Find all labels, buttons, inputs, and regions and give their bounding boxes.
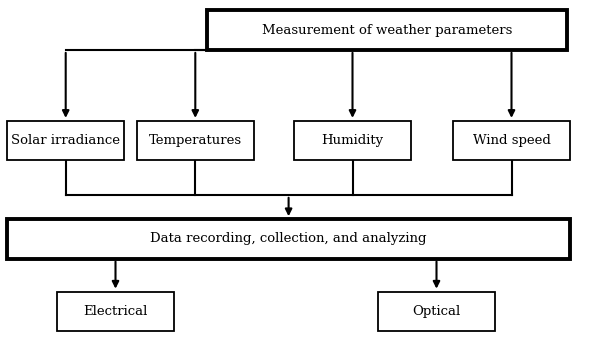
FancyBboxPatch shape — [207, 10, 567, 50]
Text: Humidity: Humidity — [322, 134, 383, 147]
FancyBboxPatch shape — [7, 121, 124, 160]
Text: Measurement of weather parameters: Measurement of weather parameters — [262, 24, 512, 37]
Text: Solar irradiance: Solar irradiance — [11, 134, 120, 147]
FancyBboxPatch shape — [137, 121, 254, 160]
FancyBboxPatch shape — [57, 292, 174, 331]
Text: Temperatures: Temperatures — [149, 134, 242, 147]
FancyBboxPatch shape — [7, 219, 570, 259]
Text: Optical: Optical — [412, 305, 461, 318]
Text: Wind speed: Wind speed — [473, 134, 550, 147]
Text: Electrical: Electrical — [83, 305, 148, 318]
FancyBboxPatch shape — [378, 292, 495, 331]
FancyBboxPatch shape — [294, 121, 411, 160]
Text: Data recording, collection, and analyzing: Data recording, collection, and analyzin… — [151, 233, 427, 245]
FancyBboxPatch shape — [453, 121, 570, 160]
